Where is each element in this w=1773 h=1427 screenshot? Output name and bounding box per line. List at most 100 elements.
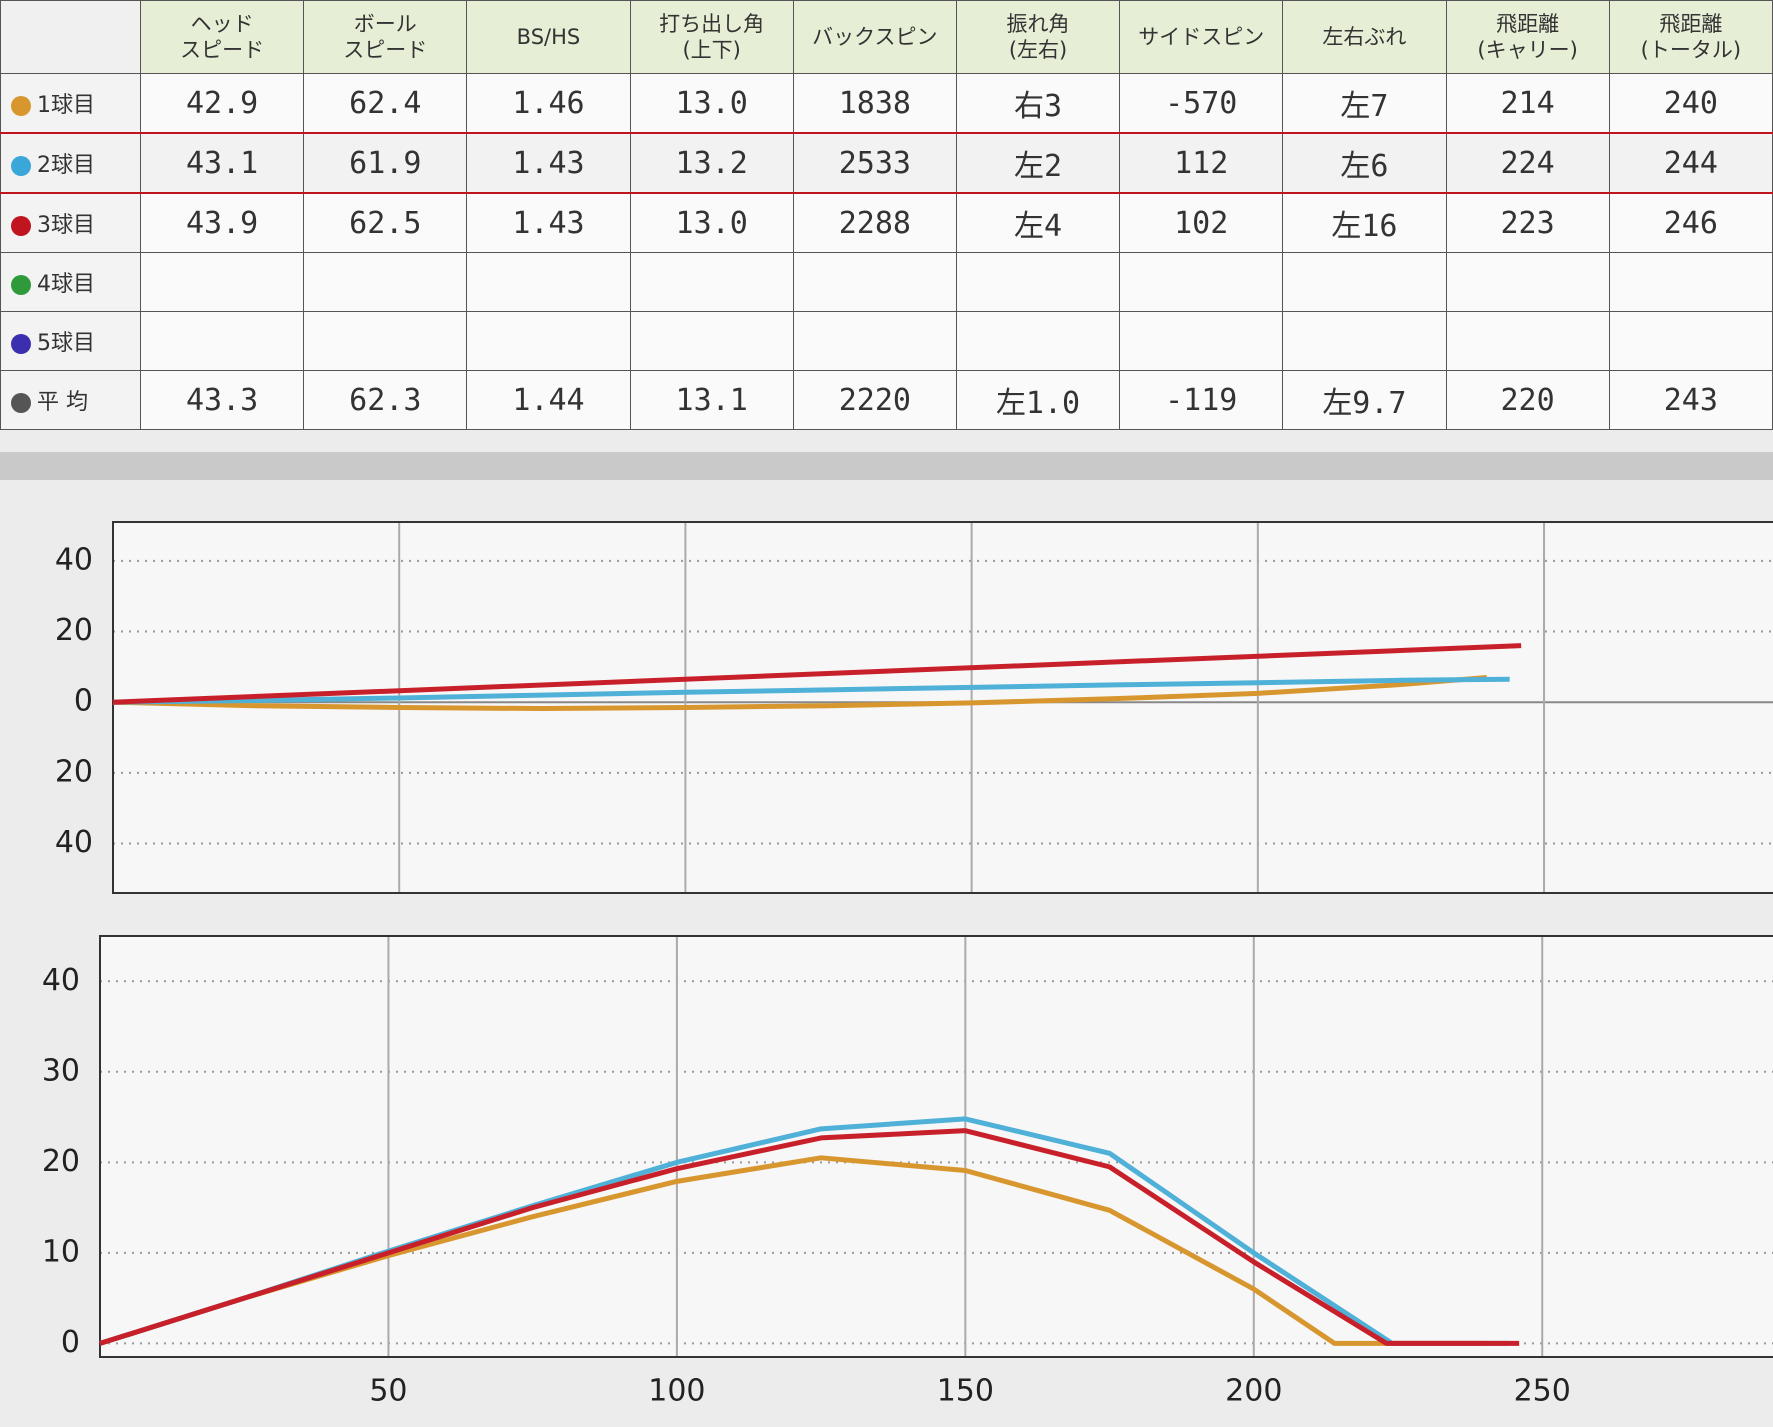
table-cell: [1282, 252, 1447, 312]
table-cell: 62.4: [303, 73, 468, 134]
table-cell: 42.9: [139, 73, 305, 134]
header-cell: 打ち出し角 (上下): [629, 0, 794, 74]
header-cell: ボール スピード: [303, 0, 468, 74]
table-cell: 2288: [792, 192, 957, 253]
table-cell: 1.44: [466, 370, 631, 430]
header-row: ヘッド スピード ボール スピード BS/HS 打ち出し角 (上下) バックスピン 振れ角 (左右…: [0, 0, 1773, 74]
y-tick-label: 0: [74, 684, 93, 719]
header-text: 飛距離: [1496, 12, 1560, 36]
table-cell: [1445, 311, 1610, 371]
y-tick-label: 40: [42, 963, 80, 998]
table-cell: [955, 311, 1121, 371]
x-tick-label: 200: [1225, 1374, 1282, 1409]
table-cell: 62.5: [303, 192, 468, 253]
table-cell: 2533: [792, 132, 957, 194]
plot-frame: [99, 935, 1773, 1358]
row-label-text: 3球目: [37, 213, 95, 238]
table-row: 平 均 43.3 62.3 1.44 13.1 2220 左1.0 -119 左9.7 220 24…: [0, 370, 1773, 430]
table-cell: 112: [1119, 132, 1284, 194]
table-cell: 左6: [1282, 132, 1447, 194]
table-cell: 223: [1445, 192, 1610, 253]
table-cell: [1608, 311, 1773, 371]
table-row: 2球目 43.1 61.9 1.43 13.2 2533 左2 112 左6 224 244: [0, 132, 1773, 194]
row-dot: [11, 216, 31, 236]
table-row: 3球目 43.9 62.5 1.43 13.0 2288 左4 102 左16 223 246: [0, 192, 1773, 253]
table-cell: -119: [1119, 370, 1284, 430]
row-dot: [11, 334, 31, 354]
table-cell: 左7: [1282, 73, 1447, 134]
header-text: ヘッド: [190, 12, 254, 36]
table-cell: 246: [1608, 192, 1773, 253]
y-tick-label: 30: [42, 1053, 80, 1088]
row-dot: [11, 156, 31, 176]
table-cell: [466, 311, 631, 371]
table-cell: 102: [1119, 192, 1284, 253]
header-text: (上下): [682, 38, 741, 62]
table-cell: [466, 252, 631, 312]
row-label: 1球目: [0, 73, 141, 134]
table-cell: [629, 252, 794, 312]
plot-frame: [112, 521, 1773, 894]
y-tick-label: 20: [55, 613, 93, 648]
table-cell: 右3: [955, 73, 1121, 134]
table-cell: 224: [1445, 132, 1610, 194]
row-label-text: 平 均: [37, 390, 88, 415]
table-cell: [792, 252, 957, 312]
row-label: 4球目: [0, 252, 141, 312]
header-cell: 左右ぶれ: [1282, 0, 1447, 74]
y-tick-label: 40: [55, 542, 93, 577]
header-cell: 飛距離 (トータル): [1608, 0, 1773, 74]
row-label: 平 均: [0, 370, 141, 430]
table-cell: 左16: [1282, 192, 1447, 253]
header-text: BS/HS: [516, 25, 581, 49]
row-label-text: 2球目: [37, 153, 95, 178]
table-cell: 61.9: [303, 132, 468, 194]
row-label: 5球目: [0, 311, 141, 371]
table-cell: [1282, 311, 1447, 371]
x-tick-label: 150: [937, 1374, 994, 1409]
plot-area: [100, 936, 1773, 1357]
table-cell: [139, 252, 305, 312]
header-text: サイドスピン: [1138, 25, 1265, 49]
header-cell: 振れ角 (左右): [955, 0, 1121, 74]
table-cell: [1608, 252, 1773, 312]
header-cell: 飛距離 (キャリー): [1445, 0, 1610, 74]
table-cell: 240: [1608, 73, 1773, 134]
table-cell: 13.2: [629, 132, 794, 194]
table-cell: [1119, 311, 1284, 371]
x-tick-label: 250: [1514, 1374, 1571, 1409]
header-text: (左右): [1008, 38, 1068, 62]
table-cell: [1445, 252, 1610, 312]
table-cell: -570: [1119, 73, 1284, 134]
y-tick-label: 10: [42, 1234, 80, 1269]
header-text: 飛距離: [1659, 12, 1723, 36]
row-label: 3球目: [0, 192, 141, 253]
table-cell: [629, 311, 794, 371]
header-text: (キャリー): [1477, 38, 1578, 62]
table-cell: [792, 311, 957, 371]
table-row: 4球目: [0, 252, 1773, 312]
table-cell: [955, 252, 1121, 312]
trajectory-line: [99, 1128, 1520, 1346]
y-tick-label: 20: [42, 1144, 80, 1179]
header-text: (トータル): [1640, 38, 1742, 62]
header-text: ボール: [353, 12, 417, 36]
table-cell: 1.43: [466, 192, 631, 253]
table-cell: 220: [1445, 370, 1610, 430]
header-cell: ヘッド スピード: [139, 0, 305, 74]
x-tick-label: 100: [648, 1374, 705, 1409]
table-cell: 243: [1608, 370, 1773, 430]
x-tick-label: 50: [369, 1374, 407, 1409]
table-row: 5球目: [0, 311, 1773, 371]
table-cell: 43.1: [139, 132, 305, 194]
table-cell: [1119, 252, 1284, 312]
table-cell: [303, 311, 468, 371]
table-cell: 13.0: [629, 192, 794, 253]
header-text: スピード: [180, 38, 265, 62]
table-cell: [303, 252, 468, 312]
table-cell: 214: [1445, 73, 1610, 134]
table-cell: 43.3: [139, 370, 305, 430]
table-cell: 1.46: [466, 73, 631, 134]
table-cell: 62.3: [303, 370, 468, 430]
